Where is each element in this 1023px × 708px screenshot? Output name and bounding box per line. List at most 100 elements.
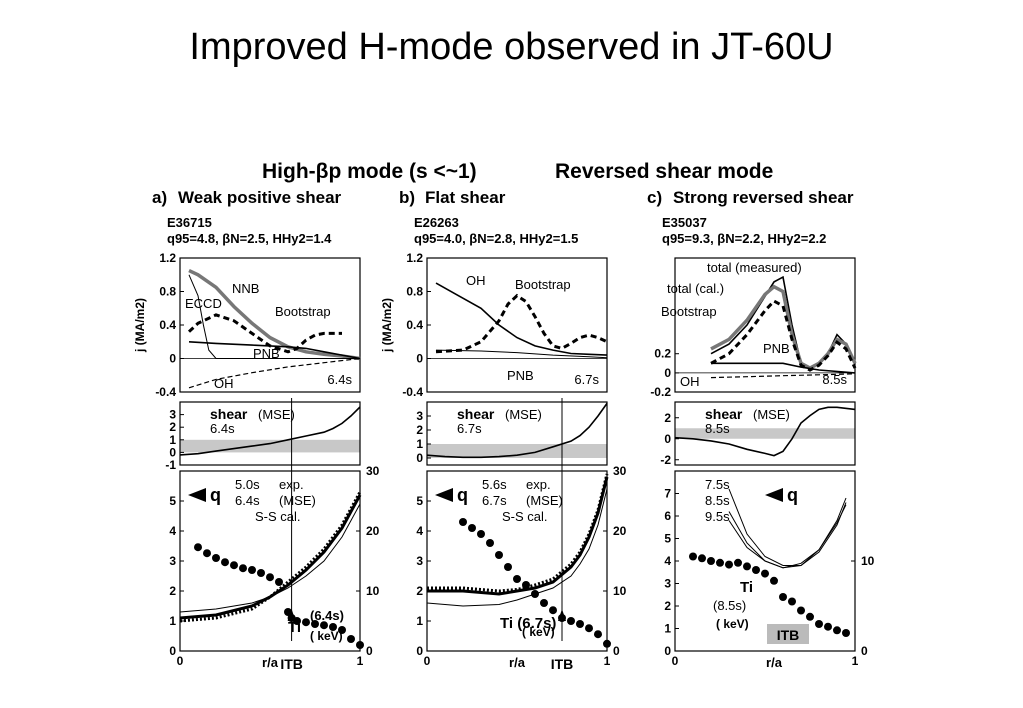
shear-band xyxy=(180,439,360,453)
y-tick-label: 2 xyxy=(169,584,176,598)
legend-text: exp. xyxy=(526,477,551,492)
ti-point xyxy=(293,617,301,625)
shear-axes-frame xyxy=(179,401,361,466)
j-series-label: PNB xyxy=(253,346,280,361)
y-tick-label: 4 xyxy=(169,524,176,538)
j-series-label: OH xyxy=(680,374,700,389)
y-tick-label: 4 xyxy=(416,524,423,538)
legend-time: 8.5s xyxy=(705,493,730,508)
shear-label: shear xyxy=(705,406,743,422)
j-series-oh xyxy=(710,373,856,379)
ti-point xyxy=(725,560,733,569)
ti-unit-label: ( keV) xyxy=(716,617,749,631)
y-tick-label: -0.4 xyxy=(402,385,423,399)
itb-arrow xyxy=(558,609,566,621)
y-tick-label: 0 xyxy=(416,352,423,366)
y-tick-label: 2 xyxy=(664,411,671,425)
y-tick-label: 4 xyxy=(664,554,671,568)
shear-time-label: 6.7s xyxy=(457,421,482,436)
q-profile xyxy=(179,494,362,620)
legend-time: 5.0s xyxy=(235,477,260,492)
ti-point xyxy=(239,564,247,573)
q-profile xyxy=(427,473,609,593)
j-series-pnb xyxy=(711,362,856,374)
ti-point xyxy=(788,597,796,606)
ti-point xyxy=(459,518,467,526)
panel-title: Strong reversed shear xyxy=(673,188,854,207)
y-tick-label: 0 xyxy=(416,644,423,658)
ti-point xyxy=(549,606,557,615)
ti-point xyxy=(329,623,337,631)
q-label: q xyxy=(787,485,798,505)
y-tick-label: 1 xyxy=(169,433,176,447)
ti-point xyxy=(743,562,751,571)
j-series-nnb xyxy=(188,269,361,361)
y-tick-label: 0 xyxy=(664,366,671,380)
panel-title: Weak positive shear xyxy=(178,188,342,207)
ti-point xyxy=(468,524,476,532)
q-profile xyxy=(179,491,362,623)
ti-point xyxy=(275,578,283,586)
y-tick-label: 10 xyxy=(613,584,627,598)
j-time-label: 6.7s xyxy=(574,372,599,387)
ti-point xyxy=(603,639,611,648)
q-arrow xyxy=(765,488,783,502)
x-axis-label: r/a xyxy=(509,655,526,670)
panel-label: c) xyxy=(647,188,662,207)
ti-point xyxy=(495,551,503,559)
ti-point xyxy=(779,593,787,601)
legend-time: 7.5s xyxy=(705,477,730,492)
legend-text: (MSE) xyxy=(526,493,563,508)
ti-point xyxy=(356,641,364,649)
j-series-eccd xyxy=(188,274,360,359)
ti-point xyxy=(311,620,319,628)
q-label: q xyxy=(457,485,468,505)
y-tick-label: 0 xyxy=(861,644,868,658)
y-tick-label: 3 xyxy=(169,554,176,568)
j-series-label: OH xyxy=(466,273,486,288)
ti-point xyxy=(842,629,850,637)
y-tick-label: 1 xyxy=(664,622,671,636)
x-tick-label: 0 xyxy=(672,654,679,668)
j-series-label: NNB xyxy=(232,281,259,296)
y-tick-label: 0 xyxy=(169,644,176,658)
ti-point xyxy=(806,612,814,621)
j-axes-frame xyxy=(674,257,856,393)
y-tick-label: 0 xyxy=(664,644,671,658)
j-series-label: ECCD xyxy=(185,296,222,311)
j-series-oh xyxy=(188,357,361,389)
ti-point xyxy=(221,558,229,567)
ti-point xyxy=(707,557,715,565)
j-series-label: Bootstrap xyxy=(515,277,571,292)
j-series-bootstrap xyxy=(435,293,608,354)
ti-time-label: (6.4s) xyxy=(310,608,344,623)
ti-unit-label: ( keV) xyxy=(522,625,555,639)
y-tick-label: 2 xyxy=(664,599,671,613)
j-series-label: Bootstrap xyxy=(661,304,717,319)
ti-point xyxy=(761,569,769,578)
itb-label: ITB xyxy=(280,656,303,672)
x-tick-label: 1 xyxy=(852,654,859,668)
legend-time: 6.7s xyxy=(482,493,507,508)
shot-number: E36715 xyxy=(167,215,212,230)
shot-parameters: q95=4.0, βN=2.8, HHy2=1.5 xyxy=(414,231,578,246)
ti-point xyxy=(752,566,760,574)
j-series-bootstrap xyxy=(187,313,342,354)
y-tick-label: 1 xyxy=(169,614,176,628)
ti-point xyxy=(347,635,355,643)
ti-point xyxy=(248,566,256,574)
panel-label: a) xyxy=(152,188,167,207)
ti-point xyxy=(734,558,742,567)
y-tick-label: 2 xyxy=(416,423,423,437)
header-high-beta: High-βp mode (s <~1) xyxy=(262,160,477,183)
ti-point xyxy=(194,543,202,552)
y-tick-label: 0.8 xyxy=(159,285,176,299)
ti-point xyxy=(797,606,805,615)
y-tick-label: 20 xyxy=(366,524,380,538)
shear-label: shear xyxy=(210,406,248,422)
shear-time-label: 8.5s xyxy=(705,421,730,436)
y-tick-label: 3 xyxy=(416,409,423,423)
j-series-pnb xyxy=(188,341,361,360)
itb-arrow xyxy=(287,609,296,621)
